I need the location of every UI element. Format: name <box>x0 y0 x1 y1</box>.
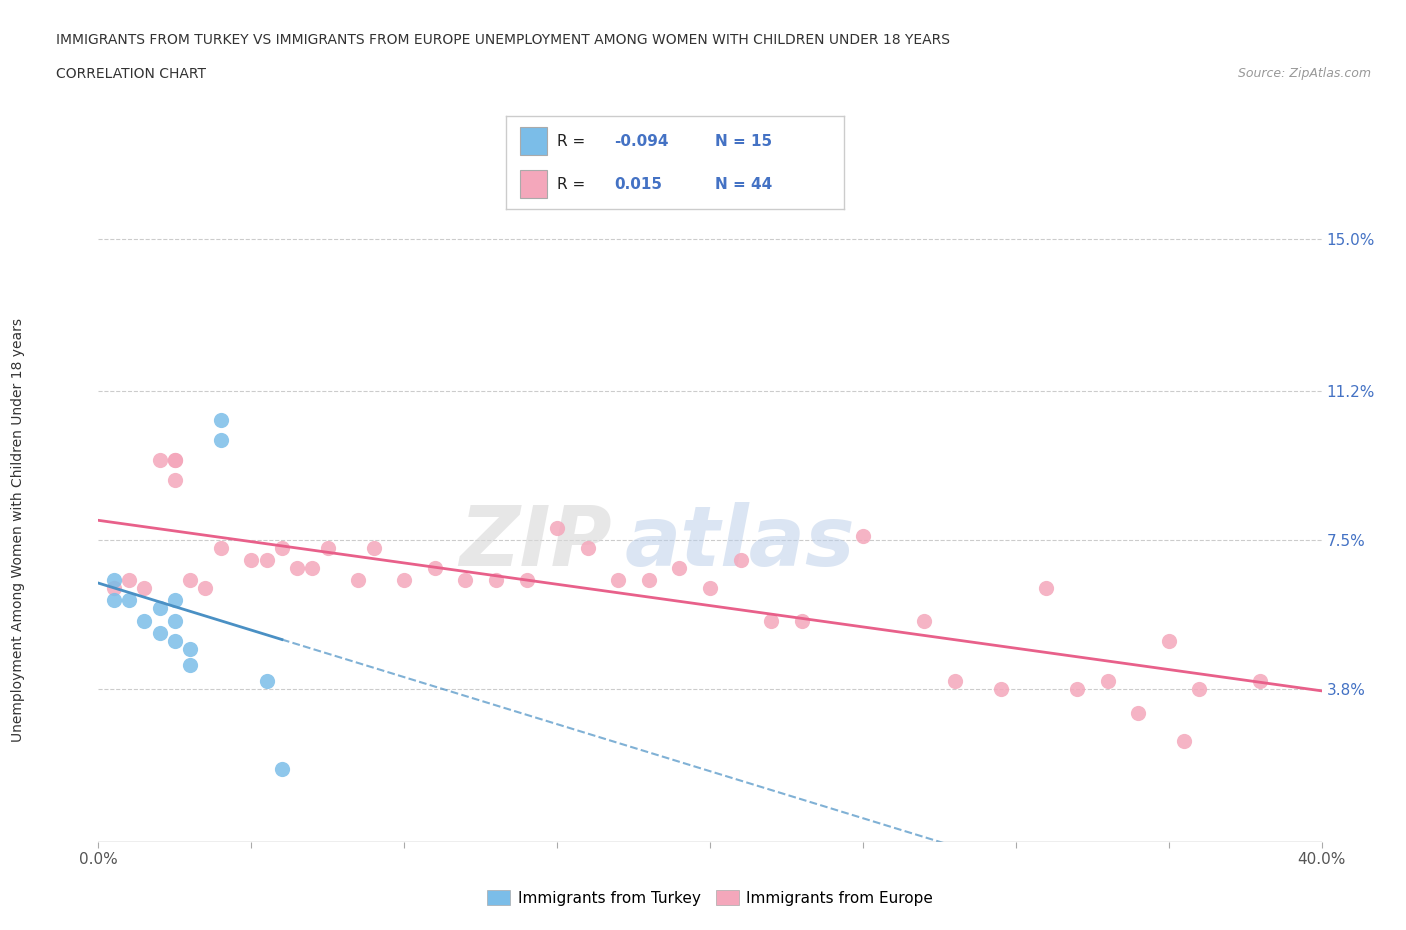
Point <box>1128 706 1150 721</box>
Point <box>392 573 416 588</box>
Point <box>194 581 217 596</box>
Point <box>912 613 935 628</box>
Point <box>149 452 172 467</box>
Point <box>163 633 186 648</box>
Point <box>316 540 339 555</box>
Point <box>1035 581 1057 596</box>
Text: -0.094: -0.094 <box>614 134 669 149</box>
Point <box>256 673 278 688</box>
Point <box>730 552 752 567</box>
Point <box>163 452 186 467</box>
Point <box>118 573 141 588</box>
Point <box>149 601 172 616</box>
Point <box>209 432 232 447</box>
Legend: Immigrants from Turkey, Immigrants from Europe: Immigrants from Turkey, Immigrants from … <box>481 884 939 912</box>
Point <box>179 642 201 657</box>
Point <box>209 412 232 427</box>
Point <box>270 762 292 777</box>
Point <box>607 573 630 588</box>
Point <box>852 528 875 543</box>
Text: CORRELATION CHART: CORRELATION CHART <box>56 67 207 81</box>
Point <box>149 625 172 640</box>
Point <box>990 682 1012 697</box>
Point <box>103 581 125 596</box>
Text: Unemployment Among Women with Children Under 18 years: Unemployment Among Women with Children U… <box>11 318 25 742</box>
Point <box>163 452 186 467</box>
Point <box>179 573 201 588</box>
Text: ZIP: ZIP <box>460 502 612 583</box>
Point <box>943 673 966 688</box>
Text: R =: R = <box>557 177 591 192</box>
Point <box>103 573 125 588</box>
Point <box>347 573 370 588</box>
Point <box>179 658 201 672</box>
Point <box>103 593 125 608</box>
Text: N = 44: N = 44 <box>716 177 773 192</box>
Point <box>1097 673 1119 688</box>
Point <box>1157 633 1180 648</box>
Point <box>363 540 385 555</box>
Point <box>454 573 477 588</box>
Point <box>485 573 508 588</box>
Point <box>790 613 813 628</box>
Point <box>668 561 690 576</box>
Point <box>256 552 278 567</box>
Point <box>134 613 156 628</box>
Point <box>423 561 446 576</box>
Text: N = 15: N = 15 <box>716 134 772 149</box>
Text: atlas: atlas <box>624 502 855 583</box>
Point <box>118 593 141 608</box>
FancyBboxPatch shape <box>520 170 547 198</box>
Point <box>163 613 186 628</box>
Point <box>576 540 599 555</box>
Point <box>759 613 782 628</box>
Point <box>163 593 186 608</box>
Text: IMMIGRANTS FROM TURKEY VS IMMIGRANTS FROM EUROPE UNEMPLOYMENT AMONG WOMEN WITH C: IMMIGRANTS FROM TURKEY VS IMMIGRANTS FRO… <box>56 33 950 46</box>
Point <box>1173 734 1195 749</box>
Point <box>270 540 292 555</box>
Point <box>301 561 323 576</box>
Point <box>546 521 568 536</box>
Point <box>163 472 186 487</box>
FancyBboxPatch shape <box>520 127 547 155</box>
Point <box>285 561 308 576</box>
Point <box>134 581 156 596</box>
Point <box>637 573 661 588</box>
Point <box>240 552 263 567</box>
Point <box>1188 682 1211 697</box>
Point <box>1249 673 1271 688</box>
Point <box>209 540 232 555</box>
Text: 0.015: 0.015 <box>614 177 662 192</box>
Point <box>1066 682 1088 697</box>
Text: Source: ZipAtlas.com: Source: ZipAtlas.com <box>1237 67 1371 80</box>
Point <box>516 573 538 588</box>
Point <box>699 581 721 596</box>
Text: R =: R = <box>557 134 591 149</box>
